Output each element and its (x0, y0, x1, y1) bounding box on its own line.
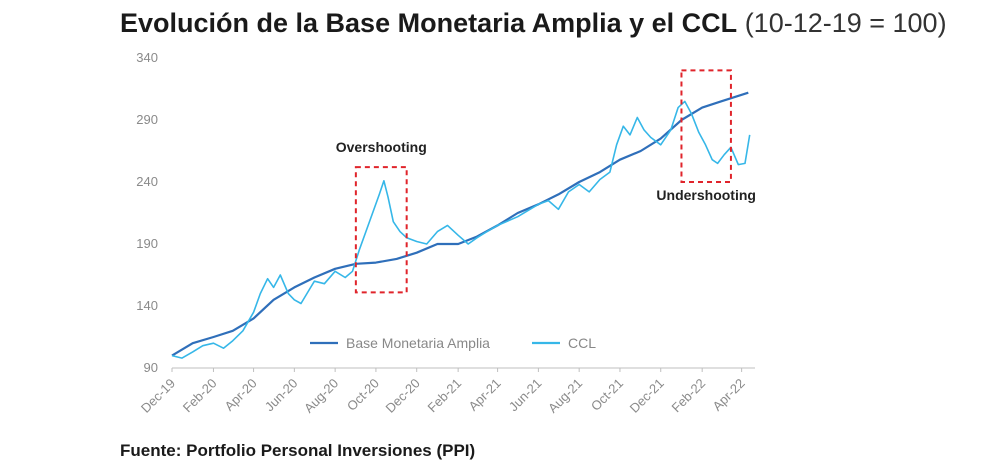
legend-label: CCL (568, 335, 596, 351)
chart-title: Evolución de la Base Monetaria Amplia y … (120, 8, 947, 39)
x-tick-label: Dec-21 (627, 376, 667, 416)
y-tick-label: 90 (144, 360, 158, 375)
y-tick-label: 240 (136, 174, 158, 189)
x-tick-label: Dec-19 (138, 376, 178, 416)
undershooting-label: Undershooting (656, 187, 756, 203)
y-tick-label: 140 (136, 298, 158, 313)
x-tick-label: Jun-20 (262, 376, 301, 415)
x-tick-label: Feb-22 (669, 376, 709, 416)
source-note: Fuente: Portfolio Personal Inversiones (… (120, 441, 476, 460)
x-tick-label: Apr-21 (466, 376, 504, 414)
series-line-base-monetaria (171, 91, 749, 357)
series-line-ccl (171, 100, 751, 359)
x-tick-label: Apr-22 (710, 376, 748, 414)
x-tick-label: Oct-21 (588, 376, 626, 414)
legend-label: Base Monetaria Amplia (346, 335, 490, 351)
y-tick-label: 340 (136, 50, 158, 65)
x-tick-label: Apr-20 (221, 376, 259, 414)
y-tick-label: 290 (136, 112, 158, 127)
x-tick-label: Aug-21 (545, 376, 585, 416)
chart-title-main: Evolución de la Base Monetaria Amplia y … (120, 8, 738, 38)
x-tick-label: Aug-20 (301, 376, 341, 416)
x-tick-label: Feb-21 (425, 376, 465, 416)
x-tick-label: Oct-20 (344, 376, 382, 414)
x-tick-label: Jun-21 (506, 376, 545, 415)
x-tick-label: Dec-20 (383, 376, 423, 416)
overshooting-label: Overshooting (336, 139, 427, 155)
undershooting-box (680, 69, 732, 183)
overshooting-box (354, 166, 408, 294)
y-tick-label: 190 (136, 236, 158, 251)
x-tick-label: Feb-20 (180, 376, 220, 416)
chart-title-subtitle: (10-12-19 = 100) (744, 8, 947, 38)
